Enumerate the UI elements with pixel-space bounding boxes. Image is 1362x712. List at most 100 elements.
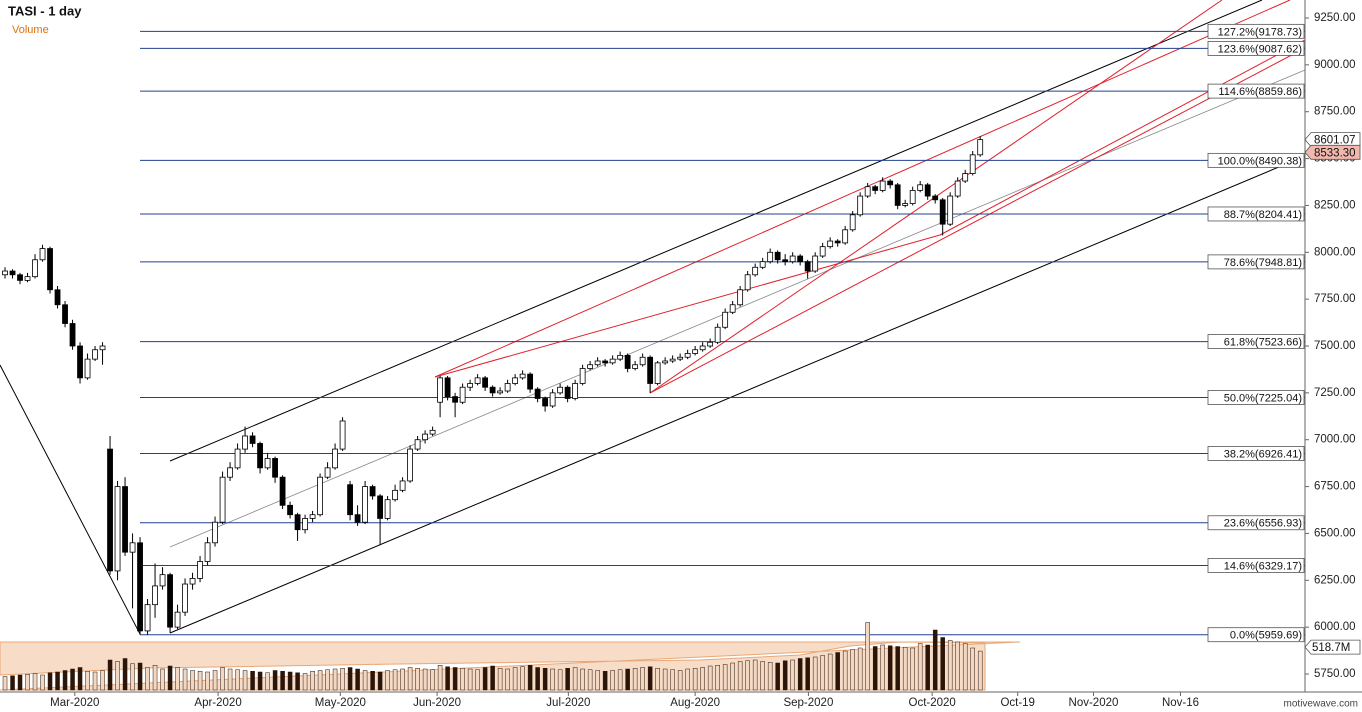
candle-body (107, 448, 113, 572)
fib-label-box (1207, 515, 1305, 531)
volume-bar (295, 672, 300, 691)
candle-body (872, 186, 879, 191)
volume-bar (212, 670, 218, 691)
candle-body (632, 364, 639, 369)
volume-bar (145, 667, 150, 691)
volume-bar (692, 668, 698, 691)
volume-bar (760, 661, 765, 691)
volume-bar (902, 647, 908, 691)
candle-body (54, 289, 61, 306)
candle-body (414, 439, 421, 450)
fib-label-group: 38.2%(6926.41) (1207, 446, 1305, 461)
volume-bar (452, 667, 458, 691)
candle-body (564, 386, 571, 399)
y-tick-label: 7500.00 (1314, 340, 1356, 352)
y-tick-label: 8000.00 (1314, 246, 1356, 258)
candle-body (77, 345, 83, 379)
fib-label-box (1207, 334, 1305, 349)
volume-bar (857, 647, 863, 691)
candle-body (369, 486, 376, 497)
volume-bar (437, 665, 443, 691)
candle-body (894, 184, 901, 206)
trend-line (0, 364, 141, 635)
candle-body (834, 240, 841, 244)
volume-bar (542, 668, 548, 691)
candle-body (444, 377, 451, 398)
volume-bar (602, 671, 608, 691)
candle-body (864, 186, 871, 197)
candle-body (332, 448, 338, 469)
candle-body (489, 386, 496, 394)
volume-bar (835, 652, 840, 691)
candle-body (504, 383, 511, 392)
candle-body (227, 467, 233, 478)
red-line (939, 39, 1306, 236)
candle-body (977, 139, 984, 156)
volume-bar (655, 668, 660, 691)
volume-bar (677, 670, 683, 691)
x-tick-label: May-2020 (315, 697, 366, 709)
fib-label-group: 0.0%(5959.69) (1207, 627, 1305, 643)
fib-label: 61.8%(7523.66) (1224, 336, 1302, 348)
volume-bar (190, 670, 195, 691)
volume-bar (137, 662, 143, 691)
volume-bar (400, 668, 405, 691)
candle-body (557, 386, 564, 394)
candle-body (377, 495, 383, 519)
volume-bar (767, 662, 773, 691)
volume-bar (955, 641, 960, 691)
volume-bar (107, 659, 113, 691)
price-label-box (1304, 144, 1361, 160)
volume-bar (332, 668, 338, 691)
y-tick-label: 9250.00 (1314, 12, 1356, 24)
candle-body (729, 304, 736, 313)
volume-label-box (1304, 639, 1361, 655)
y-tick-label: 6250.00 (1314, 574, 1356, 586)
volume-bar (850, 649, 855, 691)
volume-bar (587, 669, 593, 691)
volume-bar (625, 668, 630, 691)
candle-body (24, 276, 31, 281)
candle-body (467, 383, 474, 388)
candle-body (587, 364, 594, 369)
candle-body (362, 486, 368, 523)
volume-bar (580, 668, 585, 691)
candle-body (62, 304, 68, 324)
candle-body (279, 476, 286, 506)
volume-bar (242, 670, 248, 691)
y-tick-label: 9000.00 (1314, 59, 1356, 71)
candle-body (879, 180, 886, 191)
candle-body (954, 180, 961, 197)
candle-body (452, 396, 459, 403)
volume-bar (220, 667, 225, 691)
fib-label: 14.6%(6329.17) (1224, 560, 1302, 572)
volume-bar (415, 668, 420, 691)
volume-bar (355, 668, 360, 691)
candle-body (302, 518, 308, 531)
volume-bar (310, 671, 315, 691)
volume-bar (700, 667, 705, 691)
candle-body (384, 499, 391, 519)
candle-body (909, 190, 916, 204)
volume-bar (62, 670, 68, 691)
volume-bar (25, 674, 30, 691)
volume-bar (167, 665, 173, 691)
fib-label-group: 61.8%(7523.66) (1207, 334, 1305, 349)
channel-median (169, 69, 1306, 548)
candle-body (339, 420, 346, 450)
fib-label-group: 123.6%(9087.62) (1207, 41, 1305, 56)
red-channel-top (434, 0, 1291, 378)
fib-label: 100.0%(8490.38) (1218, 155, 1302, 167)
candle-body (114, 486, 121, 572)
volume-bar (565, 668, 570, 691)
volume-bar (85, 671, 90, 691)
x-tick-label: Apr-2020 (194, 697, 241, 709)
fib-label: 50.0%(7225.04) (1224, 392, 1302, 404)
candle-body (707, 341, 714, 347)
candle-body (662, 360, 669, 364)
volume-bar (910, 647, 915, 691)
volume-bar (152, 665, 158, 691)
volume-bar (947, 640, 953, 691)
candle-body (2, 270, 8, 276)
